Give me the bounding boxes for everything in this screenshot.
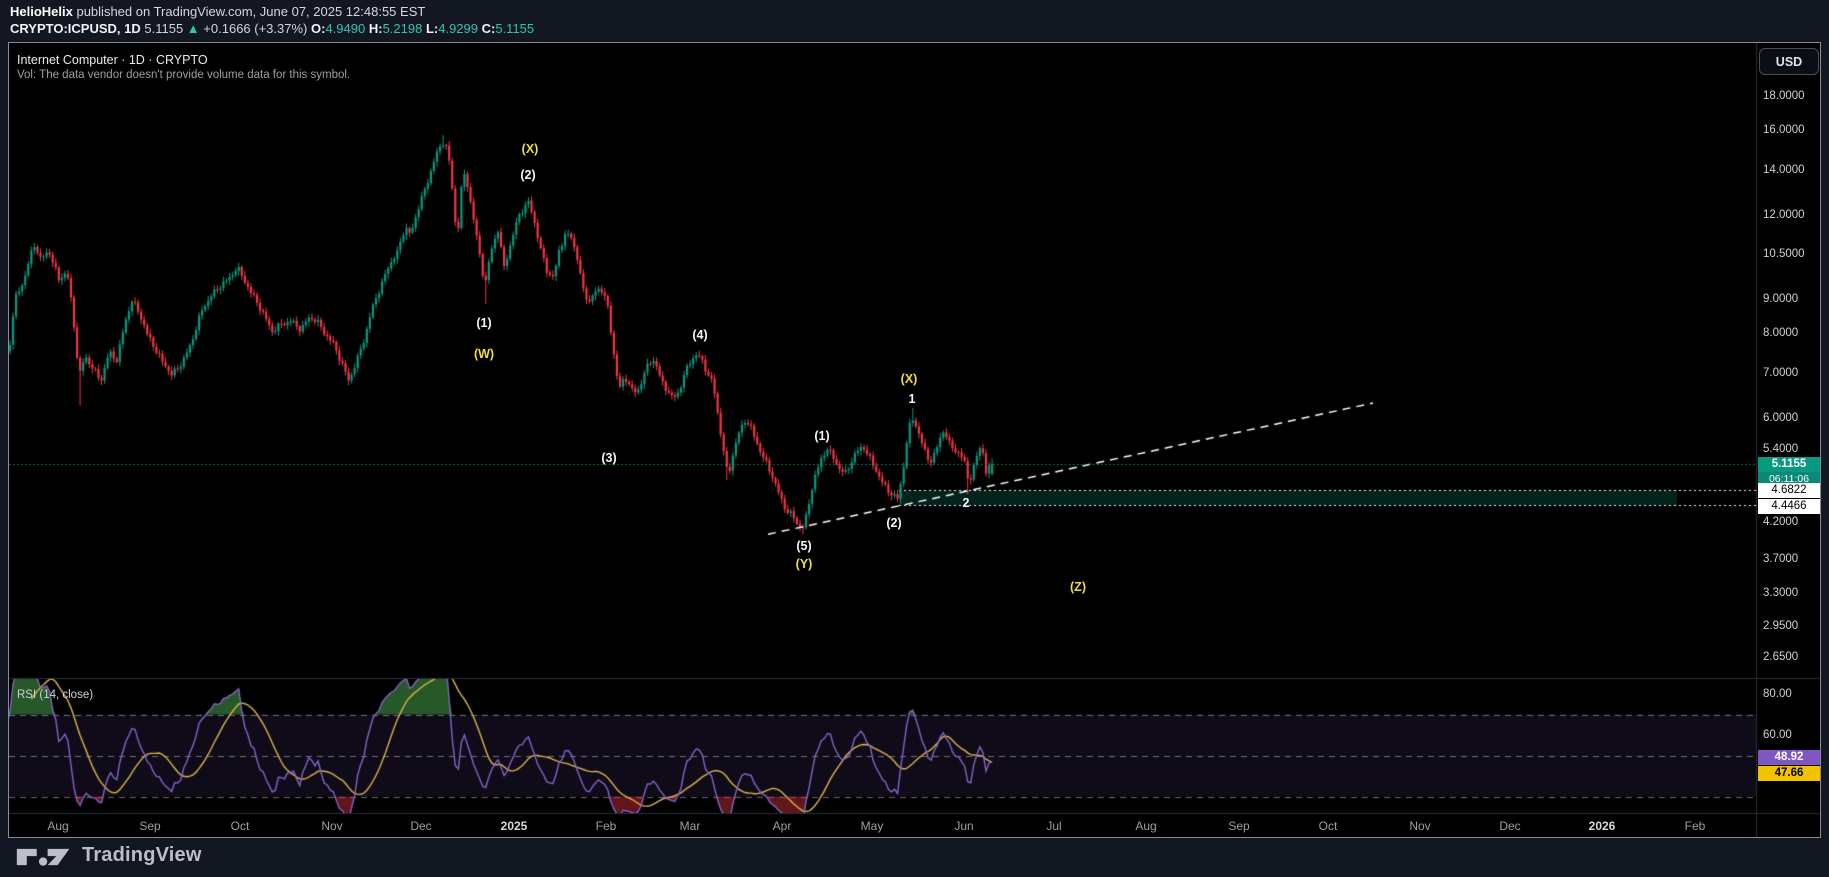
publish-line: HelioHelix published on TradingView.com,… <box>10 3 534 20</box>
wave-label: (3) <box>601 451 617 465</box>
price-axis-tick: 9.0000 <box>1763 293 1799 305</box>
time-axis-tick: Mar <box>679 819 701 833</box>
time-axis-tick: Oct <box>1318 819 1338 833</box>
price-axis-tick: 10.5000 <box>1763 247 1805 260</box>
rsi-indicator-label: RSI (14, close) <box>17 689 94 701</box>
wave-label: (X) <box>900 372 918 386</box>
price-axis-tick: 8.0000 <box>1763 327 1799 340</box>
price-axis-tick: 4.2000 <box>1763 516 1799 529</box>
price-axis-tick: 7.0000 <box>1763 366 1799 379</box>
high-value: 5.2198 <box>382 21 423 36</box>
low-value: 4.9299 <box>438 21 478 36</box>
up-arrow-icon: ▲ <box>186 21 200 36</box>
low-label: L: <box>425 21 439 36</box>
time-axis-tick: May <box>860 819 884 833</box>
tradingview-wordmark[interactable]: TradingView <box>82 844 202 866</box>
time-axis-tick: Aug <box>47 819 69 833</box>
publish-header: HelioHelix published on TradingView.com,… <box>10 3 534 37</box>
wave-label: 1 <box>908 392 916 406</box>
time-axis-tick: Jul <box>1046 819 1062 833</box>
price-axis-tick: 3.7000 <box>1763 553 1799 566</box>
time-axis-tick: Dec <box>410 819 432 833</box>
time-axis-tick: Dec <box>1499 819 1521 833</box>
wave-label: (Y) <box>795 557 813 571</box>
wave-label: (Z) <box>1070 580 1086 594</box>
time-axis-tick: Nov <box>321 819 343 833</box>
publish-info: published on TradingView.com, June 07, 2… <box>72 4 426 19</box>
price-chart-canvas[interactable] <box>9 43 1820 837</box>
time-axis-tick: 2025 <box>500 819 528 833</box>
chart-widget: Internet Computer · 1D · CRYPTO Vol: The… <box>8 42 1821 838</box>
wave-label: (W) <box>473 347 495 361</box>
close-value: 5.1155 <box>495 21 535 36</box>
wave-label: (X) <box>521 142 539 156</box>
author-name: HelioHelix <box>10 4 73 19</box>
symbol-quote-line: CRYPTO:ICPUSD, 1D 5.1155 ▲ +0.1666 (+3.3… <box>10 20 534 37</box>
price-axis-tick: 2.9500 <box>1763 619 1799 632</box>
price-change: +0.1666 (+3.37%) <box>203 21 308 36</box>
time-axis-tick: Nov <box>1409 819 1431 833</box>
wave-label: 2 <box>962 496 970 510</box>
symbol-name: CRYPTO:ICPUSD, 1D <box>10 21 141 36</box>
wave-label: (1) <box>814 429 830 443</box>
rsi-value-badge: 48.92 <box>1758 750 1820 765</box>
time-axis-tick: 2026 <box>1588 819 1616 833</box>
rsi-axis-tick: 80.00 <box>1763 688 1792 700</box>
last-price-badge-value: 5.1155 <box>1758 457 1820 472</box>
rsi-axis-tick: 60.00 <box>1763 729 1792 741</box>
currency-toggle-button[interactable]: USD <box>1759 48 1819 75</box>
open-label: O: <box>311 21 326 36</box>
price-axis-tick: 14.0000 <box>1763 163 1805 176</box>
wave-label: (2) <box>520 168 536 182</box>
close-label: C: <box>481 21 496 36</box>
time-axis-tick: Aug <box>1135 819 1157 833</box>
time-axis-tick: Feb <box>595 819 617 833</box>
wave-label: (4) <box>692 328 708 342</box>
price-axis-tick: 12.0000 <box>1763 208 1805 221</box>
time-axis-tick: Sep <box>1228 819 1250 833</box>
time-axis-tick: Sep <box>139 819 161 833</box>
footer-bar: TradingView <box>0 838 1829 877</box>
price-axis-tick: 6.0000 <box>1763 411 1799 424</box>
time-axis-tick: Jun <box>954 819 974 833</box>
time-axis-tick: Oct <box>230 819 250 833</box>
tradingview-logo-icon[interactable] <box>15 847 73 867</box>
rsi-value-badge: 47.66 <box>1758 765 1820 781</box>
price-axis-tick: 2.6500 <box>1763 651 1799 664</box>
last-price: 5.1155 <box>144 21 184 36</box>
level-price-badge: 4.6822 <box>1758 483 1820 498</box>
open-value: 4.9490 <box>325 21 366 36</box>
price-axis-tick: 18.0000 <box>1763 90 1805 102</box>
time-axis-tick: Apr <box>772 819 792 833</box>
price-axis-tick: 3.3000 <box>1763 586 1799 599</box>
wave-label: (2) <box>886 516 902 530</box>
time-axis-tick: Feb <box>1684 819 1706 833</box>
price-axis-tick: 16.0000 <box>1763 124 1805 137</box>
level-price-badge: 4.4466 <box>1758 498 1820 514</box>
high-label: H: <box>368 21 383 36</box>
wave-label: (5) <box>796 539 812 553</box>
wave-label: (1) <box>476 316 492 330</box>
price-axis-tick: 5.4000 <box>1763 442 1799 455</box>
